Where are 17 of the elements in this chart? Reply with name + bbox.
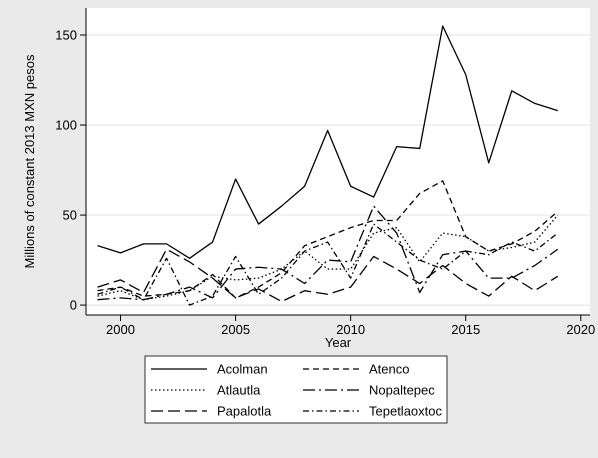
y-tick-label: 100 bbox=[55, 118, 77, 133]
x-axis-title: Year bbox=[324, 335, 352, 350]
legend-label: Atlautla bbox=[217, 382, 262, 398]
legend-label: Acolman bbox=[217, 362, 268, 377]
legend-label: Atenco bbox=[369, 362, 410, 377]
x-tick-label: 2000 bbox=[106, 322, 135, 337]
x-tick-label: 2005 bbox=[221, 322, 250, 337]
y-tick-label: 50 bbox=[62, 208, 77, 223]
x-tick-label: 2020 bbox=[566, 322, 596, 337]
y-tick-label: 150 bbox=[55, 28, 77, 43]
y-axis-title: Millions of constant 2013 MXN pesos bbox=[22, 54, 37, 268]
legend-label: Papalotla bbox=[217, 404, 272, 419]
legend-label: Tepetlaoxtoc bbox=[369, 404, 442, 419]
legend-label: Nopaltepec bbox=[369, 382, 436, 398]
y-tick-label: 0 bbox=[70, 298, 77, 313]
x-tick-label: 2010 bbox=[336, 322, 366, 337]
x-tick-label: 2015 bbox=[451, 322, 480, 337]
